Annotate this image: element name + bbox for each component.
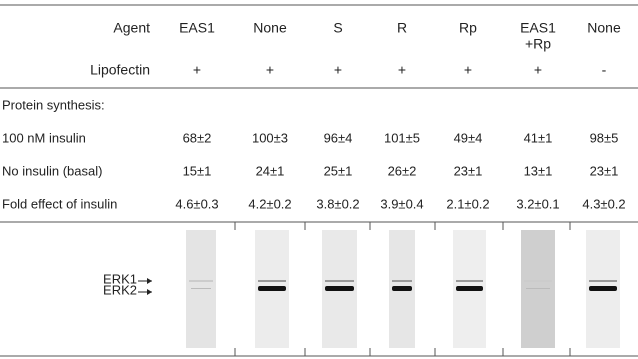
lipofectin-cell: + <box>534 62 542 78</box>
cell: 100±3 <box>252 130 288 145</box>
blot-arrowhead <box>147 289 152 295</box>
lipofectin-cell: + <box>464 62 472 78</box>
cell: 49±4 <box>454 130 483 145</box>
erk2-band <box>392 286 412 291</box>
erk1-band <box>325 280 354 282</box>
erk2-band <box>258 286 286 291</box>
row-label: No insulin (basal) <box>2 163 102 178</box>
cell: 96±4 <box>324 130 353 145</box>
cell: 26±2 <box>388 163 417 178</box>
cell: 24±1 <box>256 163 285 178</box>
lipofectin-cell: - <box>602 62 607 78</box>
cell: 13±1 <box>524 163 553 178</box>
agent-name: None <box>253 20 287 36</box>
cell: 2.1±0.2 <box>446 196 489 211</box>
erk1-band <box>392 280 412 282</box>
row-label: 100 nM insulin <box>2 130 86 145</box>
cell: 101±5 <box>384 130 420 145</box>
lipofectin-cell: + <box>334 62 342 78</box>
cell: 4.3±0.2 <box>582 196 625 211</box>
lipofectin-cell: + <box>266 62 274 78</box>
lipofectin-cell: + <box>398 62 406 78</box>
cell: 98±5 <box>590 130 619 145</box>
cell: 4.6±0.3 <box>175 196 218 211</box>
cell: 15±1 <box>183 163 212 178</box>
agent-name: R <box>397 20 407 36</box>
agent-name: EAS1 <box>179 20 215 36</box>
agent-name: None <box>587 20 621 36</box>
erk2-band <box>589 286 617 291</box>
erk1-band <box>258 280 286 282</box>
cell: 23±1 <box>590 163 619 178</box>
agent-name: S <box>333 20 342 36</box>
blot-arrowhead <box>147 278 152 284</box>
lipofectin-label: Lipofectin <box>90 62 150 78</box>
figure: AgentEAS1NoneSRRpEAS1+RpNoneLipofectin++… <box>0 0 638 359</box>
cell: 3.9±0.4 <box>380 196 423 211</box>
section-label: Protein synthesis: <box>2 97 105 112</box>
agent-name: +Rp <box>525 36 551 52</box>
agent-name: Rp <box>459 20 477 36</box>
cell: 23±1 <box>454 163 483 178</box>
lipofectin-cell: + <box>193 62 201 78</box>
agent-name: EAS1 <box>520 20 556 36</box>
cell: 3.2±0.1 <box>516 196 559 211</box>
cell: 41±1 <box>524 130 553 145</box>
blot-label: ERK2 <box>103 282 137 297</box>
erk2-band <box>325 286 354 291</box>
erk1-band <box>524 280 552 282</box>
erk2-band <box>456 286 483 291</box>
erk2-band <box>191 288 211 289</box>
row-label: Fold effect of insulin <box>2 196 117 211</box>
erk1-band <box>589 280 617 282</box>
header-label: Agent <box>113 20 150 36</box>
cell: 68±2 <box>183 130 212 145</box>
erk1-band <box>456 280 483 282</box>
erk1-band <box>189 280 213 282</box>
cell: 3.8±0.2 <box>316 196 359 211</box>
cell: 25±1 <box>324 163 353 178</box>
cell: 4.2±0.2 <box>248 196 291 211</box>
erk2-band <box>526 288 550 289</box>
